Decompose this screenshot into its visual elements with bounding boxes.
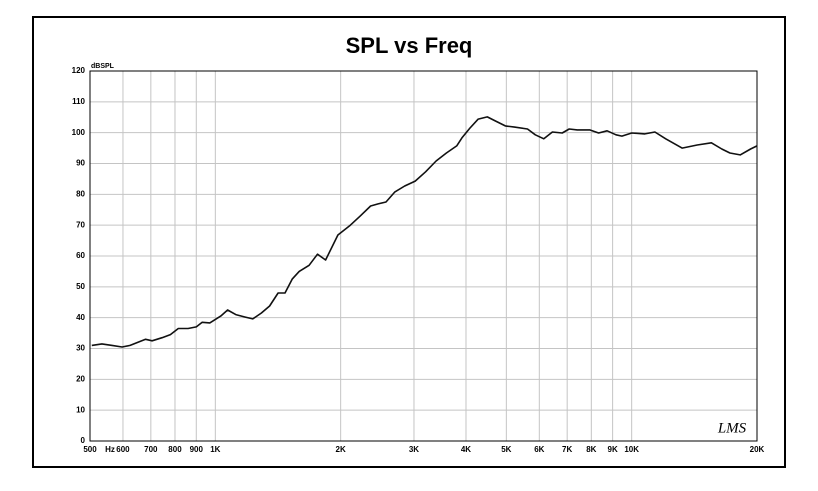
x-tick-label: 3K — [409, 445, 419, 454]
x-tick-label: 500 — [83, 445, 97, 454]
x-tick-label: 8K — [586, 445, 596, 454]
x-tick-label: 900 — [190, 445, 204, 454]
y-tick-label: 120 — [72, 66, 86, 75]
y-tick-label: 0 — [81, 436, 86, 445]
y-tick-label: 10 — [76, 405, 85, 414]
x-tick-label: 1K — [210, 445, 220, 454]
y-tick-label: 30 — [76, 344, 85, 353]
x-tick-label: 800 — [168, 445, 182, 454]
y-tick-label: 80 — [76, 189, 85, 198]
x-tick-label: 2K — [336, 445, 346, 454]
y-tick-label: 70 — [76, 220, 85, 229]
y-tick-label: 110 — [72, 97, 85, 106]
line — [91, 116, 758, 348]
x-tick-label: 7K — [562, 445, 572, 454]
frame — [32, 16, 786, 468]
x-tick-label: 9K — [608, 445, 618, 454]
y-tick-label: 40 — [76, 313, 85, 322]
x-tick-label: 700 — [144, 445, 158, 454]
x-tick-label: 600 — [116, 445, 130, 454]
plot-border — [89, 70, 758, 442]
chart-title: SPL vs Freq — [346, 33, 473, 58]
y-tick-label: 100 — [72, 128, 86, 137]
x-tick-label: 20K — [750, 445, 765, 454]
x-tick-label: 6K — [534, 445, 544, 454]
y-tick-label: 60 — [76, 251, 85, 260]
y-tick-label: 50 — [76, 282, 85, 291]
y-axis-label: dBSPL — [91, 63, 115, 70]
x-tick-label: 10K — [624, 445, 639, 454]
x-axis-label: Hz — [105, 445, 115, 454]
x-tick-label: 4K — [461, 445, 471, 454]
y-tick-label: 20 — [76, 374, 85, 383]
annotation: LMS — [717, 420, 747, 436]
x-tick-label: 5K — [501, 445, 511, 454]
y-tick-label: 90 — [76, 159, 85, 168]
